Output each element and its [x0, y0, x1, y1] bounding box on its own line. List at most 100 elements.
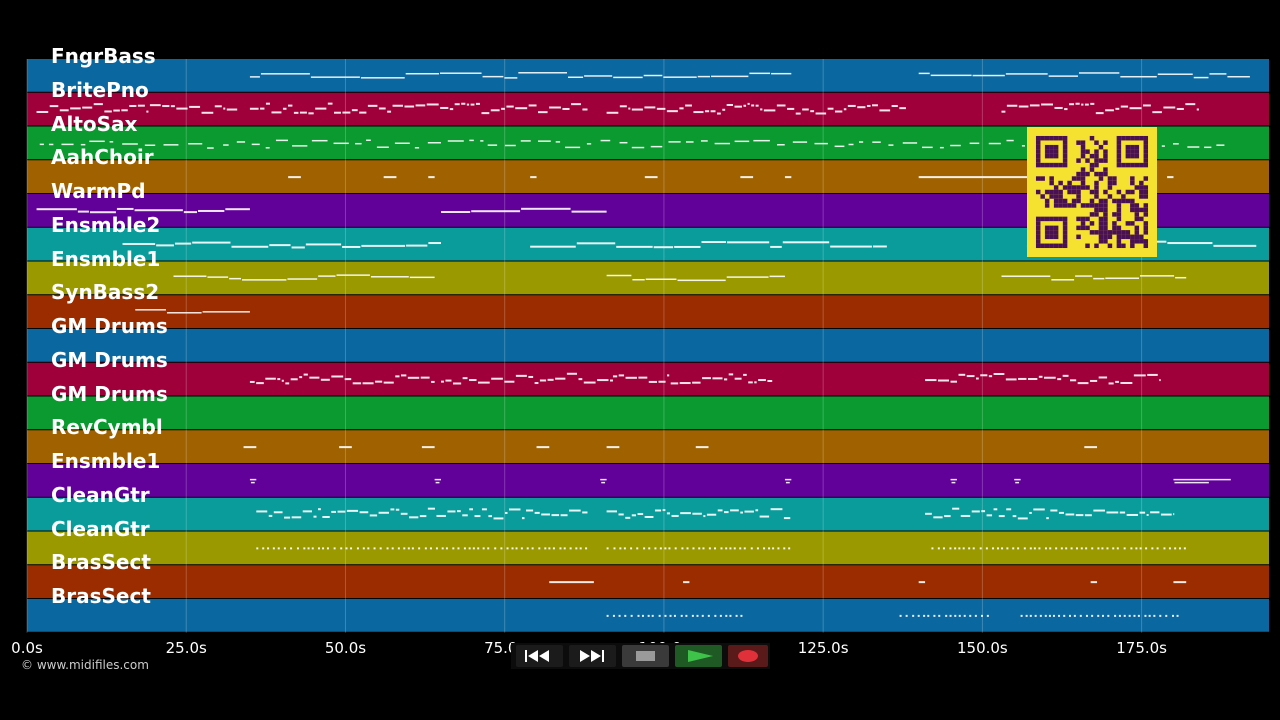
track-label: GM Drums	[51, 381, 168, 406]
record-button[interactable]	[728, 645, 768, 667]
time-tick-label: 125.0s	[797, 639, 849, 657]
note-run	[918, 581, 926, 584]
note-run	[135, 309, 250, 314]
record-icon	[738, 650, 758, 662]
note-run	[931, 547, 1186, 550]
note-run	[925, 372, 1161, 385]
note-run	[243, 446, 257, 449]
play-icon	[688, 650, 713, 662]
track-label: CleanGtr	[51, 516, 150, 541]
note-run	[249, 72, 792, 79]
copyright-text: © www.midifiles.com	[21, 658, 149, 672]
note-run	[36, 207, 250, 214]
note-run	[249, 102, 588, 115]
note-run	[173, 274, 435, 281]
note-run	[549, 581, 594, 584]
note-run	[1173, 478, 1231, 484]
track-label: Ensmble2	[51, 212, 161, 237]
note-run	[36, 103, 238, 114]
time-tick-label: 0.0s	[11, 639, 43, 657]
rewind-icon	[525, 650, 549, 662]
note-run	[249, 373, 435, 385]
note-run	[536, 446, 550, 449]
track-row	[27, 261, 1269, 295]
note-run	[421, 446, 435, 449]
track-row	[27, 92, 1269, 126]
note-run	[441, 372, 613, 385]
track-label: AahChoir	[51, 145, 154, 170]
track-row	[27, 362, 1269, 396]
note-run	[784, 176, 792, 179]
track-row	[27, 464, 1269, 497]
stop-button[interactable]	[622, 645, 669, 667]
note-run	[122, 241, 441, 249]
track-label: BrasSect	[51, 550, 151, 575]
note-run	[1090, 581, 1098, 584]
note-run	[530, 241, 887, 249]
note-run	[918, 176, 1066, 179]
track-row	[27, 396, 1269, 430]
note-run	[249, 478, 257, 484]
track-label: FngrBass	[51, 44, 156, 68]
note-run	[683, 581, 690, 584]
stop-icon	[636, 651, 655, 661]
play-button[interactable]	[675, 645, 722, 667]
track-label: SynBass2	[51, 280, 160, 305]
track-label: BrasSect	[51, 584, 151, 608]
note-run	[1014, 478, 1021, 484]
note-run	[428, 176, 435, 179]
note-run	[441, 207, 607, 214]
track-label: RevCymbl	[51, 415, 163, 440]
track-label: WarmPd	[51, 179, 146, 203]
track-row	[27, 565, 1269, 598]
note-run	[600, 478, 607, 484]
note-run	[925, 507, 1175, 520]
rewind-button[interactable]	[516, 645, 563, 667]
track-label: Ensmble1	[51, 449, 161, 473]
note-run	[612, 373, 773, 385]
time-tick-label: 25.0s	[165, 639, 207, 657]
track-label: GM Drums	[51, 347, 168, 372]
transport-controls	[511, 643, 770, 669]
note-run	[1020, 614, 1179, 617]
note-run	[1001, 102, 1199, 115]
note-run	[899, 614, 989, 617]
fast-forward-button[interactable]	[569, 645, 616, 667]
track-label: CleanGtr	[51, 482, 150, 507]
note-run	[644, 176, 658, 179]
note-run	[606, 547, 791, 550]
note-run	[695, 446, 709, 449]
fast-forward-icon	[580, 650, 604, 662]
track-label: GM Drums	[51, 314, 168, 338]
time-tick-label: 150.0s	[956, 639, 1008, 657]
note-run	[434, 478, 441, 484]
track-label: Ensmble1	[51, 246, 161, 271]
note-run	[1167, 176, 1174, 179]
track-row	[27, 497, 1269, 531]
note-run	[918, 72, 1250, 79]
note-run	[530, 176, 537, 179]
note-run	[1001, 275, 1187, 281]
note-run	[256, 547, 588, 550]
note-run	[383, 176, 397, 179]
note-run	[1173, 581, 1187, 584]
note-run	[950, 478, 957, 484]
note-run	[740, 176, 754, 179]
note-run	[1084, 446, 1098, 449]
note-run	[606, 614, 743, 617]
note-run	[606, 274, 785, 282]
track-label: AltoSax	[51, 111, 138, 136]
note-run	[606, 102, 906, 115]
track-row	[27, 329, 1269, 362]
note-run	[288, 176, 301, 179]
track-row	[27, 430, 1269, 463]
note-run	[256, 507, 588, 520]
track-label: BritePno	[51, 77, 149, 102]
note-run	[784, 478, 792, 484]
note-run	[606, 508, 791, 520]
time-tick-label: 50.0s	[324, 639, 367, 657]
time-tick-label: 175.0s	[1116, 639, 1167, 657]
note-run	[339, 446, 352, 449]
qr-code-icon[interactable]	[1027, 127, 1157, 257]
